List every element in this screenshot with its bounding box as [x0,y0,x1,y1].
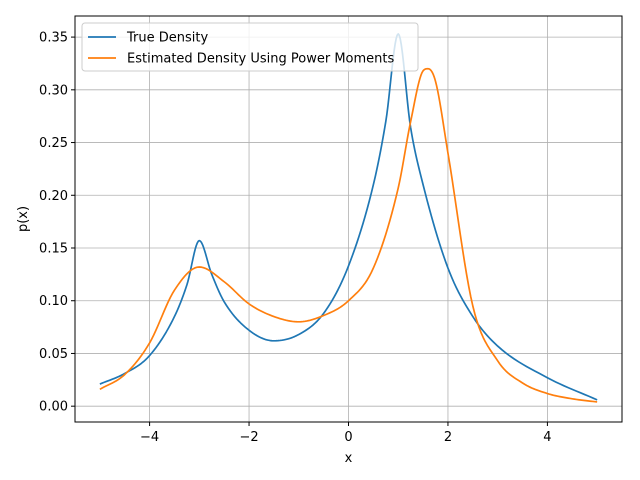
ticks: −4 −2 0 2 4 0.00 0.05 0.10 0.15 0.20 0.25 0.30 0.35 [39,31,552,445]
x-tick-label: 4 [543,430,551,445]
x-tick-label: −4 [140,430,159,445]
y-tick-label: 0.10 [39,294,68,309]
y-tick-label: 0.15 [39,242,68,257]
y-tick-label: 0.35 [39,31,68,46]
grid [75,16,622,422]
y-tick-label: 0.25 [39,136,68,151]
y-tick-label: 0.20 [39,189,68,204]
legend-label-estimated-density: Estimated Density Using Power Moments [127,52,394,67]
series-line-true-density [99,33,598,401]
legend-box [81,22,419,72]
x-tick-label: 0 [344,430,352,445]
x-tick-label: −2 [239,430,258,445]
y-tick-label: 0.00 [39,400,68,415]
series-line-estimated-density [99,67,598,403]
y-tick-label: 0.05 [39,347,68,362]
y-tick-label: 0.30 [39,83,68,98]
y-axis-label: p(x) [16,206,31,232]
legend-label-true-density: True Density [126,31,208,46]
x-axis-label: x [345,451,353,466]
x-tick-label: 2 [444,430,452,445]
series-layer [99,33,598,403]
legend: True Density Estimated Density Using Pow… [81,22,419,72]
